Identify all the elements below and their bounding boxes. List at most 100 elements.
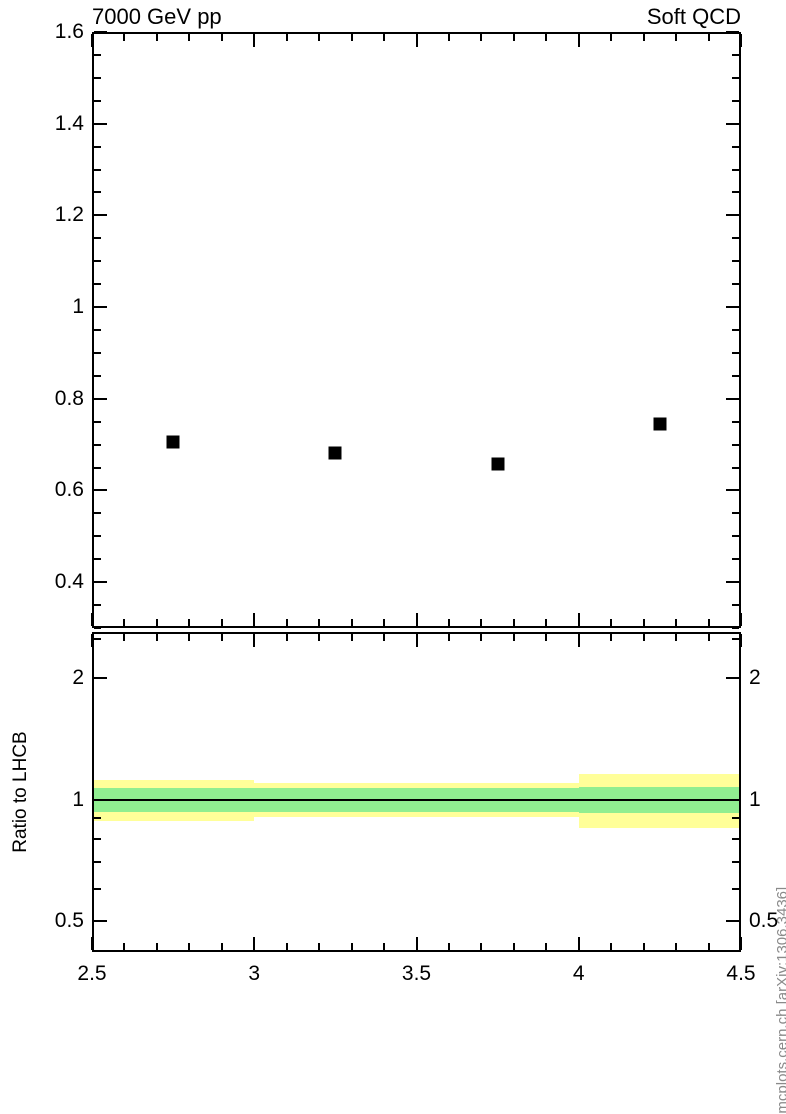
xtick-label: 2.5 xyxy=(77,962,107,985)
ratio-ytick-minor xyxy=(94,888,101,891)
ratio-ytick-minor-right xyxy=(732,861,739,864)
ratio-xtick-minor-bottom xyxy=(610,943,613,950)
ratio-xtick-minor-top xyxy=(447,634,450,641)
ratio-ytick-minor-right xyxy=(732,817,739,820)
ratio-ytick-label-right: 1 xyxy=(749,787,761,811)
ratio-xtick-minor-bottom xyxy=(220,943,223,950)
main-ytick-major xyxy=(94,306,107,309)
ratio-xtick-minor-bottom xyxy=(707,943,710,950)
ratio-xtick-minor-bottom xyxy=(155,943,158,950)
main-ytick-major-right xyxy=(726,31,739,33)
main-ytick-label: 0.4 xyxy=(54,570,84,594)
data-point-marker xyxy=(166,435,180,449)
main-ytick-minor xyxy=(94,627,101,629)
ratio-xtick-minor-bottom xyxy=(512,943,515,950)
ratio-xtick-minor-bottom xyxy=(350,943,353,950)
main-xtick-minor-bottom xyxy=(220,619,223,626)
ratio-ytick-minor xyxy=(94,637,101,640)
ratio-ytick-label-right: 2 xyxy=(749,666,761,690)
main-xtick-major-bottom xyxy=(415,613,418,626)
ratio-xtick-minor-top xyxy=(318,634,321,641)
main-xtick-minor-bottom xyxy=(707,619,710,626)
main-ytick-minor-right xyxy=(732,76,739,79)
ratio-xtick-major-bottom xyxy=(577,937,580,950)
main-ytick-minor-right xyxy=(732,466,739,469)
main-xtick-minor-bottom xyxy=(512,619,515,626)
main-xtick-major-bottom xyxy=(253,613,256,626)
main-ytick-major xyxy=(94,214,107,217)
main-xtick-minor-top xyxy=(480,34,483,41)
main-xtick-major-bottom xyxy=(91,613,93,626)
ratio-xtick-major-top xyxy=(577,634,580,647)
ratio-ytick-label: 0.5 xyxy=(54,909,84,933)
main-ytick-minor xyxy=(94,374,101,377)
main-xtick-major-top xyxy=(91,34,93,47)
ratio-xtick-minor-top xyxy=(383,634,386,641)
ratio-ytick-label-right: 0.5 xyxy=(749,909,779,933)
main-xtick-major-top xyxy=(577,34,580,47)
ratio-xtick-minor-bottom xyxy=(318,943,321,950)
main-xtick-minor-bottom xyxy=(447,619,450,626)
main-ytick-major-right xyxy=(726,397,739,400)
main-ytick-minor-right xyxy=(732,237,739,240)
main-ytick-minor-right xyxy=(732,535,739,538)
main-xtick-minor-bottom xyxy=(480,619,483,626)
main-ytick-minor xyxy=(94,420,101,423)
main-xtick-minor-bottom xyxy=(285,619,288,626)
ratio-ytick-minor-right xyxy=(732,888,739,891)
ratio-ytick-major-right xyxy=(726,677,739,680)
main-ytick-minor xyxy=(94,443,101,446)
xtick-label: 3 xyxy=(248,962,261,985)
main-ytick-major xyxy=(94,31,107,33)
main-ytick-major xyxy=(94,122,107,125)
ratio-xtick-major-bottom xyxy=(91,937,93,950)
ratio-xtick-major-bottom xyxy=(740,937,742,950)
main-xtick-major-bottom xyxy=(577,613,580,626)
main-xtick-major-top xyxy=(253,34,256,47)
main-xtick-minor-bottom xyxy=(675,619,678,626)
main-ytick-minor xyxy=(94,329,101,331)
main-xtick-minor-top xyxy=(350,34,353,41)
main-ytick-minor-right xyxy=(732,512,739,515)
ratio-xtick-major-top xyxy=(415,634,418,647)
xtick-label: 4.5 xyxy=(726,962,756,985)
ratio-xtick-minor-bottom xyxy=(447,943,450,950)
main-ytick-label: 0.6 xyxy=(54,478,84,502)
ratio-ytick-major xyxy=(94,677,107,680)
ratio-xtick-minor-bottom xyxy=(188,943,191,950)
main-xtick-minor-bottom xyxy=(642,619,645,626)
main-ytick-minor-right xyxy=(732,99,739,102)
main-xtick-major-bottom xyxy=(740,613,742,626)
main-ytick-minor xyxy=(94,99,101,102)
ratio-xtick-minor-bottom xyxy=(285,943,288,950)
main-ytick-minor-right xyxy=(732,168,739,171)
ratio-xtick-major-bottom xyxy=(415,937,418,950)
main-xtick-minor-top xyxy=(512,34,515,41)
ratio-xtick-minor-top xyxy=(707,634,710,641)
main-xtick-minor-top xyxy=(447,34,450,41)
ratio-xtick-minor-bottom xyxy=(480,943,483,950)
main-xtick-minor-bottom xyxy=(383,619,386,626)
data-point-marker xyxy=(328,446,342,460)
main-ytick-minor xyxy=(94,283,101,286)
main-ytick-major xyxy=(94,489,107,492)
ratio-axis-title: Ratio to LHCB xyxy=(10,731,31,853)
main-ytick-minor xyxy=(94,191,101,194)
main-xtick-minor-top xyxy=(642,34,645,41)
main-ytick-minor-right xyxy=(732,374,739,377)
main-ytick-minor xyxy=(94,558,101,561)
ratio-xtick-minor-top xyxy=(188,634,191,641)
main-ytick-minor xyxy=(94,351,101,354)
main-ytick-major-right xyxy=(726,581,739,584)
ratio-xtick-minor-top xyxy=(610,634,613,641)
ratio-xtick-minor-top xyxy=(675,634,678,641)
xtick-label: 3.5 xyxy=(401,962,432,985)
main-xtick-major-top xyxy=(415,34,418,47)
main-xtick-minor-top xyxy=(318,34,321,41)
xtick-label: 4 xyxy=(572,962,585,985)
header-left-energy: 7000 GeV pp xyxy=(92,4,222,29)
ratio-xtick-major-top xyxy=(91,634,93,647)
main-ytick-minor xyxy=(94,466,101,469)
main-ytick-major-right xyxy=(726,214,739,217)
ratio-plot-panel xyxy=(92,632,741,952)
